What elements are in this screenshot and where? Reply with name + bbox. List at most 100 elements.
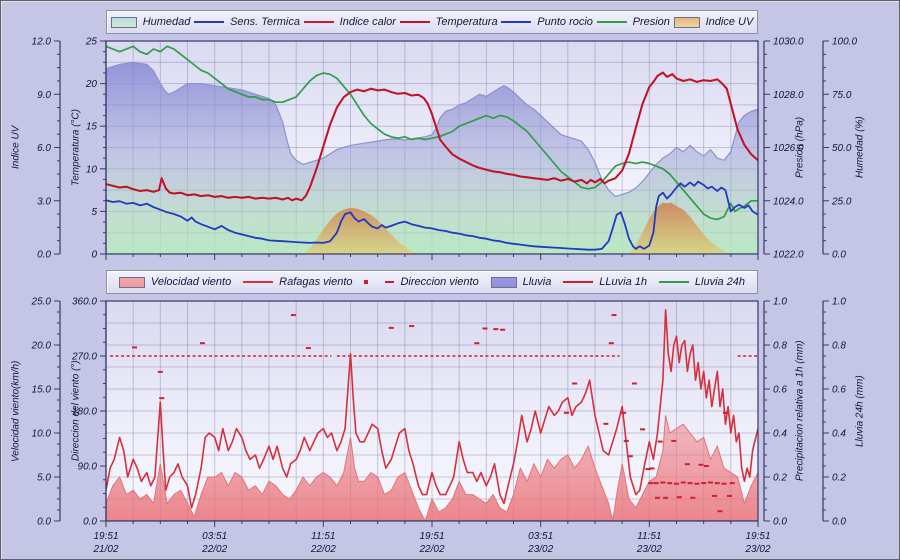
legend-swatch	[563, 281, 594, 283]
series-direccion-viento-dot	[621, 411, 627, 414]
y-tick-label: 0.6	[832, 385, 846, 396]
axis-title-velocidad: Velocidad viento(km/h)	[10, 360, 22, 462]
axis-title-precipitacion: Precipitacion relativa a 1h (mm)	[794, 340, 806, 482]
y-tick-label: 360.0	[72, 297, 97, 308]
legend-swatch	[118, 276, 145, 288]
y-axis-uv: 0.0 3.0 6.0 9.0 12.0	[32, 37, 61, 261]
legend-label: Rafagas viento	[279, 276, 353, 288]
y-axis-temp: 0 5 10 15 20 25	[85, 37, 107, 261]
x-tick-time: 11:51	[311, 531, 335, 542]
series-punto-rocio	[106, 180, 758, 251]
series-direccion-viento-dot	[572, 382, 578, 385]
axis-title-lluvia24: Lluvia 24h (mm)	[854, 375, 866, 447]
legend-swatch	[399, 21, 430, 23]
legend-label: Temperatura	[435, 16, 498, 28]
y-tick-label: 0.0	[773, 517, 787, 528]
y-tick-label: 6.0	[37, 143, 51, 154]
legend-item-punto-rocio: Punto rocio	[501, 16, 593, 28]
x-tick-date: 23/02	[636, 544, 662, 555]
y-tick-label: 0.2	[773, 473, 787, 484]
series-direccion-viento-dot	[729, 482, 735, 485]
legend-swatch	[303, 21, 334, 23]
y-tick-label: 1024.0	[773, 196, 804, 207]
series-direccion-viento-dot	[409, 325, 415, 328]
x-tick-date: 22/02	[310, 544, 336, 555]
x-tick-date: 22/02	[201, 544, 227, 555]
axis-title-presion: Presion (hPa)	[794, 116, 806, 179]
series-direccion-viento-dot	[627, 455, 633, 458]
series-direccion-viento-dot	[132, 346, 138, 349]
x-tick-date: 21/02	[92, 544, 118, 555]
legend-swatch	[490, 276, 517, 288]
y-tick-label: 20	[85, 79, 98, 90]
x-tick-time: 19:51	[93, 531, 118, 542]
series-humedad	[106, 61, 758, 254]
legend-item-indice-uv: Indice UV	[673, 16, 753, 28]
legend-item-presion: Presion	[596, 16, 670, 28]
x-tick-date: 23/02	[527, 544, 553, 555]
x-tick-time: 11:51	[637, 531, 661, 542]
series-direccion-viento-dot	[690, 496, 696, 499]
y-tick-label: 0.4	[832, 429, 846, 440]
y-tick-label: 10.0	[32, 429, 52, 440]
legend-label: Velocidad viento	[150, 276, 232, 288]
y-tick-label: 0.0	[83, 517, 97, 528]
series-presion	[106, 45, 758, 221]
series-direccion-viento-dot	[726, 494, 732, 497]
series-velocidad-viento	[106, 415, 758, 521]
legend-swatch	[673, 16, 700, 28]
x-tick-time: 03:51	[202, 531, 227, 542]
legend-item-indice-calor: Indice calor	[303, 16, 396, 28]
y-tick-label: 0.0	[832, 517, 846, 528]
series-direccion-viento-dot	[654, 496, 660, 499]
series-direccion-viento-dot	[717, 510, 723, 513]
series-direccion-viento-dot	[698, 463, 704, 466]
series-direccion-viento-dot	[703, 465, 709, 467]
series-direccion-viento-dot	[623, 439, 629, 442]
y-tick-label: 0.6	[773, 385, 787, 396]
series-direccion-viento-dot	[707, 481, 713, 484]
legend-swatch	[243, 281, 274, 283]
series-direccion-viento-dot	[482, 327, 488, 330]
legend-label: Indice calor	[339, 16, 396, 28]
x-axis	[105, 254, 759, 260]
series-direccion-viento-dot	[687, 482, 693, 485]
y-tick-label: 50.0	[832, 143, 852, 154]
y-tick-label: 1022.0	[773, 250, 804, 261]
legend-item-lluvia-1h: LLuvia 1h	[563, 276, 647, 288]
series-direccion-viento-dot	[676, 496, 682, 499]
series-direccion-viento-dot	[674, 482, 679, 485]
series-direccion-viento-dot	[199, 342, 205, 345]
y-tick-label: 20.0	[31, 341, 52, 352]
series-direccion-viento-dot	[671, 439, 677, 442]
x-tick-time: 19:51	[745, 531, 770, 542]
series-direccion-viento-dot	[663, 496, 669, 499]
y-tick-label: 0.8	[832, 341, 846, 352]
axis-title-direccion: Direccion del viento (°)	[70, 360, 82, 462]
series-direccion-viento-dot	[290, 314, 296, 317]
y-tick-label: 1028.0	[773, 90, 804, 101]
y-axis-spd: 0.0 5.0 10.0 15.0 20.0 25.0	[31, 297, 61, 528]
y-tick-label: 1026.0	[773, 143, 804, 154]
y-tick-label: 25.0	[831, 196, 852, 207]
series-rafagas-viento	[106, 308, 758, 509]
legend-swatch	[110, 16, 137, 28]
series-direccion-viento-dot	[611, 314, 617, 317]
series-direccion-viento-dot	[631, 382, 637, 385]
series-direccion-viento-dot	[648, 482, 654, 485]
legend-label: Presion	[632, 16, 670, 28]
legend-item-lluvia: Lluvia	[490, 276, 551, 288]
y-tick-label: 9.0	[37, 90, 51, 101]
series-direccion-viento-dot	[714, 482, 720, 485]
series-direccion-viento-dot	[701, 482, 707, 485]
y-tick-label: 0.0	[832, 250, 846, 261]
legend-superior: Humedad Sens. Termica Indice calor Temperat…	[106, 10, 758, 34]
y-tick-label: 15.0	[32, 385, 52, 396]
legend-item-sens-termica: Sens. Termica	[194, 16, 300, 28]
y-axis-r24: 0.0 0.2 0.4 0.6 0.8 1.0	[822, 297, 846, 528]
panel-inferior: 0.0 5.0 10.0 15.0 20.0 25.0 0.0 90.0 180.0 270.0 3…	[31, 297, 847, 556]
legend-label: Punto rocio	[537, 16, 593, 28]
y-tick-label: 25	[85, 37, 98, 48]
legend-swatch	[364, 279, 395, 285]
y-tick-label: 15	[86, 122, 98, 133]
